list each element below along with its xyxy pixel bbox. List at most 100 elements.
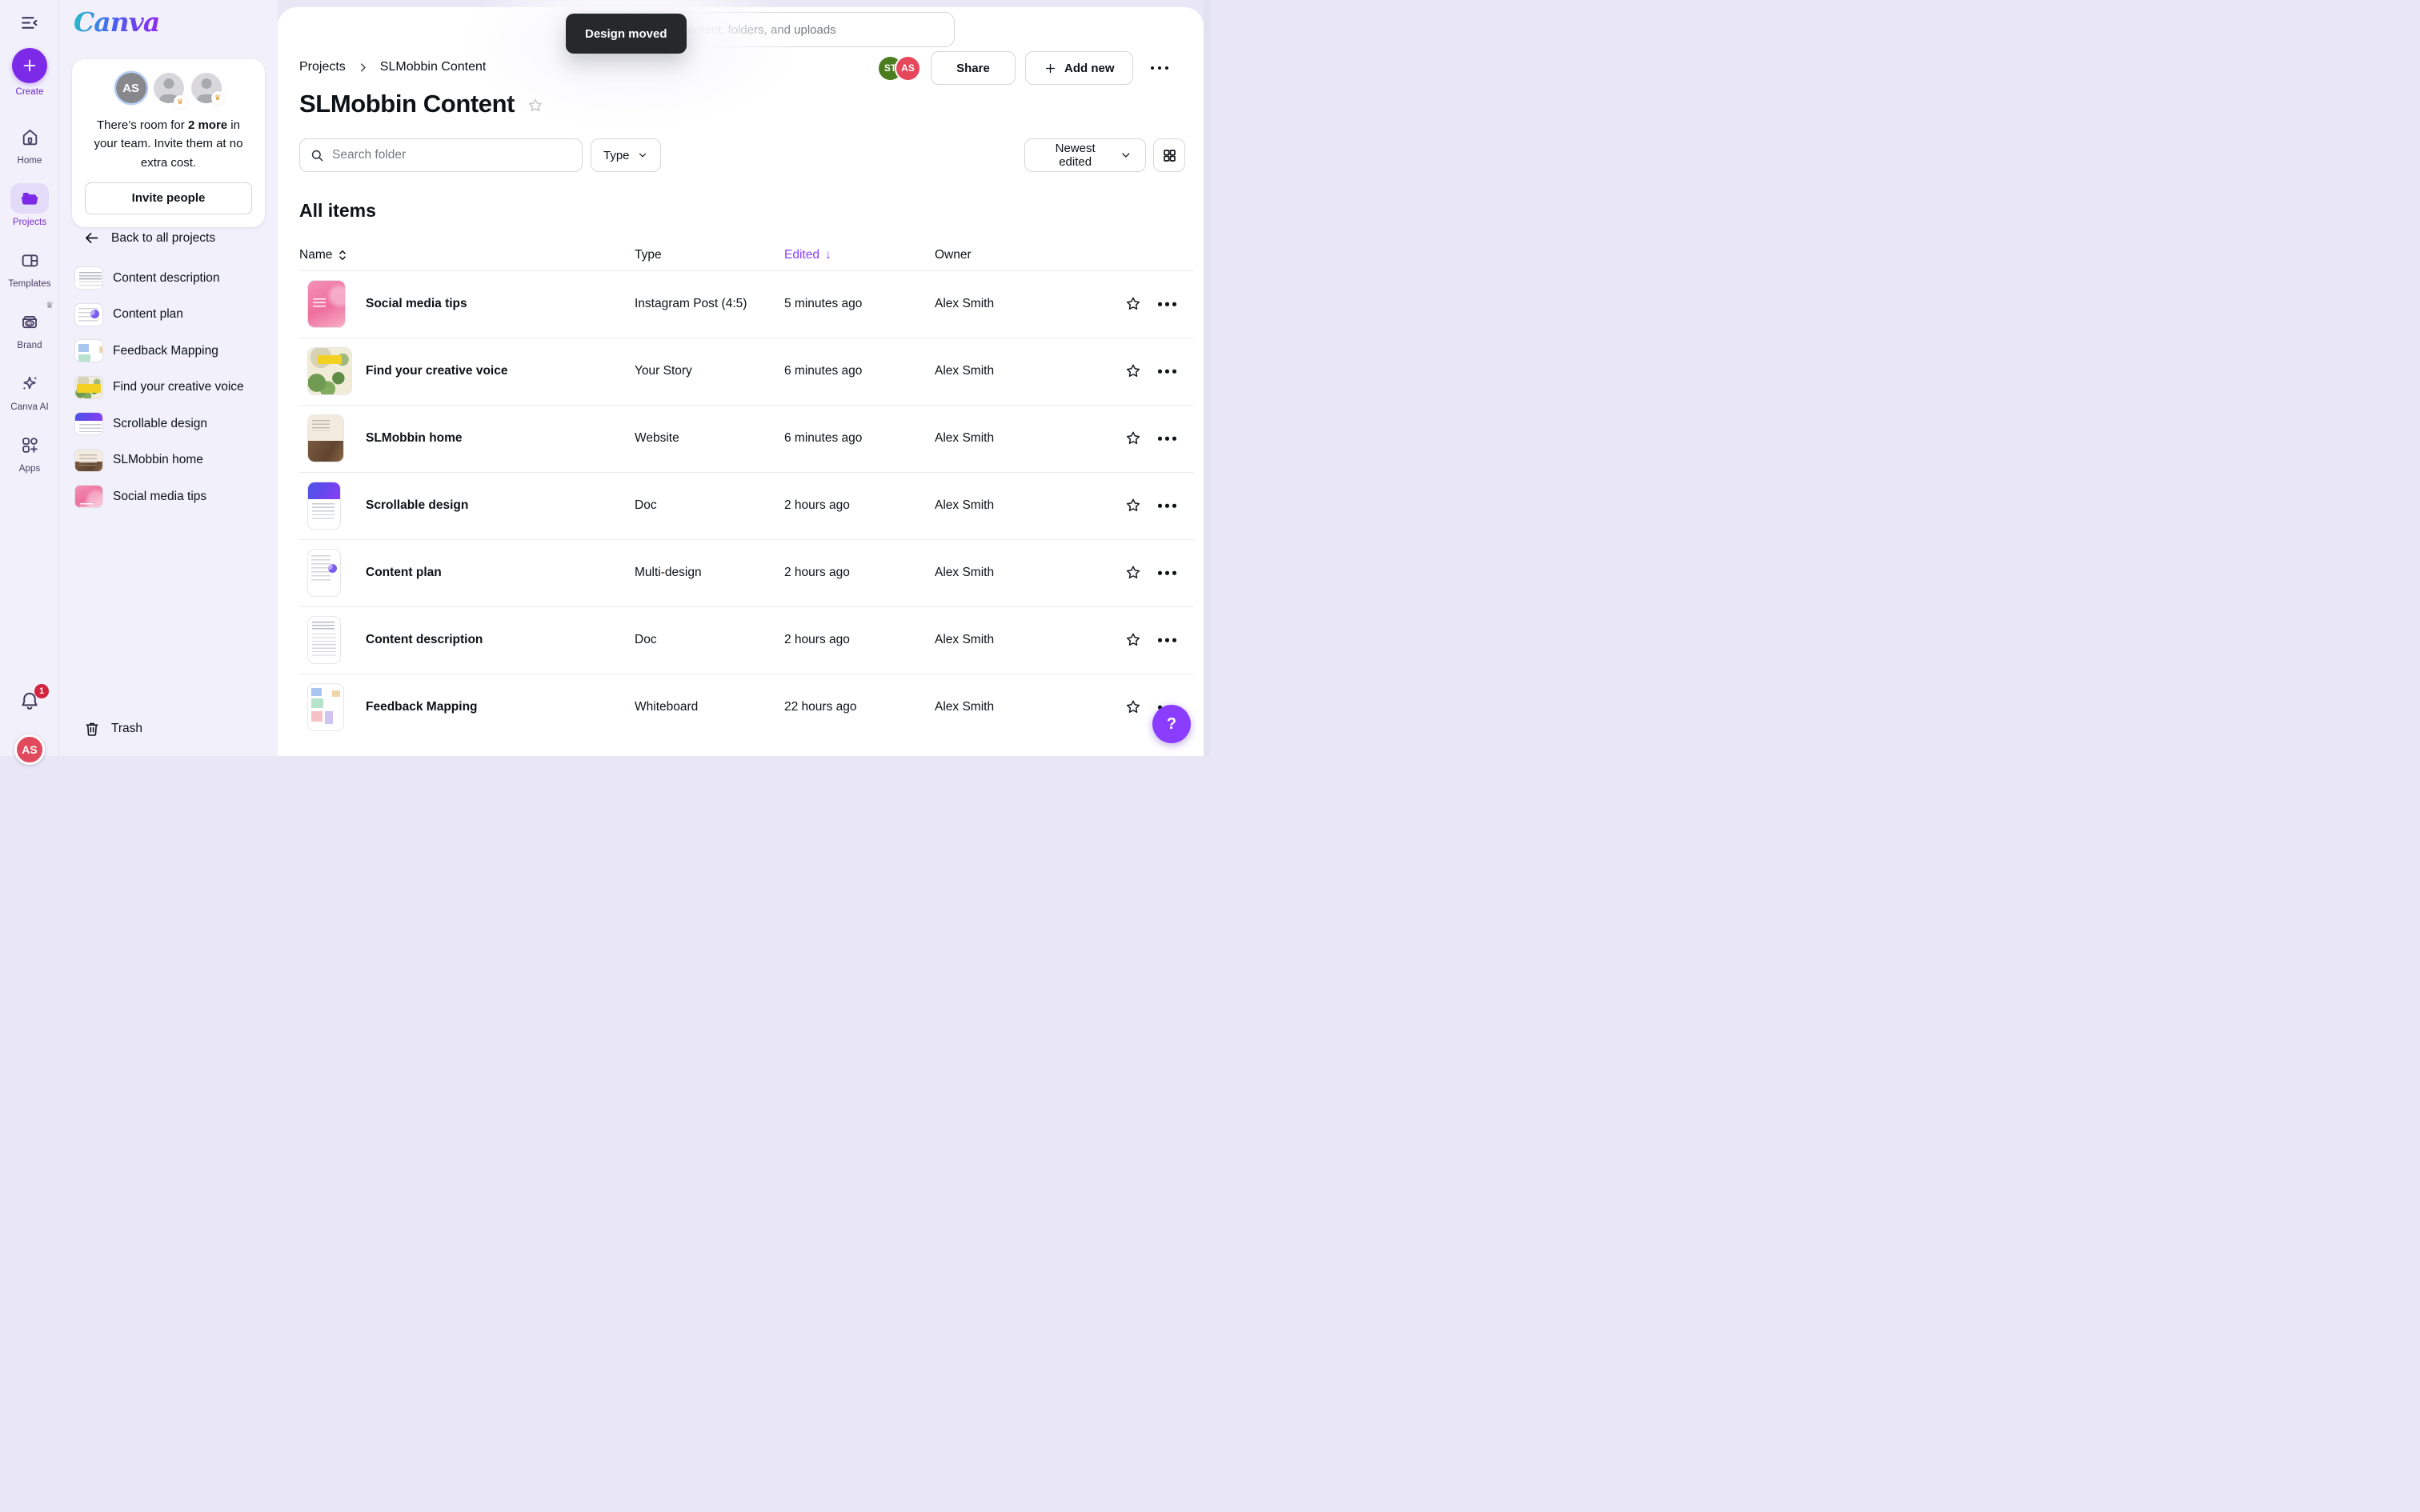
row-more-actions-button[interactable] xyxy=(1156,634,1178,647)
sidebar-item-projects[interactable]: Projects xyxy=(0,183,59,227)
cell-owner: Alex Smith xyxy=(935,633,995,646)
star-design-button[interactable] xyxy=(1121,426,1145,450)
star-design-button[interactable] xyxy=(1121,494,1145,518)
add-new-button[interactable]: Add new xyxy=(1025,51,1133,85)
help-button[interactable]: ? xyxy=(1152,705,1191,743)
row-more-actions-button[interactable] xyxy=(1156,566,1178,580)
table-row[interactable]: Social media tips Instagram Post (4:5) 5 m… xyxy=(278,270,1204,338)
design-thumbnail xyxy=(75,376,102,398)
row-more-actions-button[interactable] xyxy=(1156,432,1178,446)
avatar: ST xyxy=(879,56,902,80)
design-label: SLMobbin home xyxy=(113,453,203,467)
star-design-button[interactable] xyxy=(1121,695,1145,719)
invite-people-button[interactable]: Invite people xyxy=(85,182,252,214)
collapse-sidebar-icon[interactable] xyxy=(19,13,39,33)
sidebar-design-item[interactable]: Social media tips xyxy=(72,478,270,515)
cell-name: Content description xyxy=(366,633,483,646)
cell-name: Content plan xyxy=(366,566,442,579)
sidebar-item-home[interactable]: Home xyxy=(0,122,59,166)
cell-edited: 6 minutes ago xyxy=(784,364,863,378)
row-more-actions-button[interactable] xyxy=(1156,499,1178,513)
sidebar-item-brand[interactable]: ♛ co Brand xyxy=(0,301,59,350)
breadcrumb-projects[interactable]: Projects xyxy=(299,60,346,74)
trash-link[interactable]: Trash xyxy=(83,720,142,738)
row-more-actions-button[interactable] xyxy=(1156,365,1178,378)
star-design-button[interactable] xyxy=(1121,292,1145,316)
folder-search-input[interactable] xyxy=(332,148,572,162)
bell-icon: 1 xyxy=(18,684,49,712)
sidebar-item-label: Home xyxy=(17,156,42,166)
design-label: Scrollable design xyxy=(113,416,208,430)
table-row[interactable]: Find your creative voice Your Story 6 minu… xyxy=(278,338,1204,405)
trash-icon xyxy=(86,722,98,736)
chevron-right-icon xyxy=(357,62,369,74)
share-button[interactable]: Share xyxy=(931,51,1016,85)
crown-icon: ♛ xyxy=(210,91,225,105)
column-header-edited[interactable]: Edited ↓ xyxy=(784,248,831,262)
sidebar-design-item[interactable]: Content plan xyxy=(72,297,270,334)
cell-type: Your Story xyxy=(635,364,692,378)
brand-icon: ♛ co xyxy=(10,301,54,337)
sidebar-design-item[interactable]: Scrollable design xyxy=(72,406,270,442)
account-menu-button[interactable]: AS xyxy=(0,734,59,765)
sidebar-item-label: Apps xyxy=(18,464,41,474)
section-title: All items xyxy=(299,200,376,221)
sidebar-design-item[interactable]: Content description xyxy=(72,260,270,297)
plus-icon xyxy=(1045,63,1056,73)
main-content: Design moved Projects SLMobbin Content S… xyxy=(278,0,1204,756)
breadcrumb-current[interactable]: SLMobbin Content xyxy=(379,60,487,74)
back-link-label: Back to all projects xyxy=(111,230,216,245)
star-design-button[interactable] xyxy=(1121,628,1145,652)
invite-message: There’s room for 2 more in your team. In… xyxy=(94,118,243,170)
table-row[interactable]: SLMobbin home Website 6 minutes ago Alex Sm… xyxy=(278,405,1204,472)
folder-more-actions-button[interactable] xyxy=(1149,62,1171,75)
sidebar-item-canva-ai[interactable]: Canva AI xyxy=(0,368,59,412)
folder-design-list: Content description Content plan Feedback … xyxy=(72,260,270,515)
sidebar-item-apps[interactable]: Apps xyxy=(0,430,59,474)
column-label: Name xyxy=(299,248,333,262)
table-row[interactable]: Content description Doc 2 hours ago Alex Sm… xyxy=(278,606,1204,674)
templates-icon xyxy=(10,245,49,275)
design-thumbnail xyxy=(308,281,345,327)
cell-type: Whiteboard xyxy=(635,700,699,714)
design-thumbnail xyxy=(75,486,102,508)
chevron-down-icon xyxy=(1122,153,1130,158)
cell-edited: 2 hours ago xyxy=(784,498,850,512)
star-design-button[interactable] xyxy=(1121,359,1145,383)
sidebar-item-templates[interactable]: Templates xyxy=(0,245,59,289)
notifications-button[interactable]: 1 xyxy=(0,684,59,712)
star-folder-button[interactable] xyxy=(527,97,544,114)
grid-view-button[interactable] xyxy=(1153,138,1185,172)
cell-name: SLMobbin home xyxy=(366,431,463,445)
star-design-button[interactable] xyxy=(1121,561,1145,585)
team-invite-panel: AS ♛ ♛ There’s room for 2 more in your t… xyxy=(72,59,265,227)
table-row[interactable]: Content plan Multi-design 2 hours ago Alex … xyxy=(278,539,1204,606)
team-avatars: AS ♛ ♛ xyxy=(85,73,252,109)
column-header-type[interactable]: Type xyxy=(635,248,662,262)
cell-edited: 2 hours ago xyxy=(784,566,850,579)
table-row[interactable]: Scrollable design Doc 2 hours ago Alex Smit… xyxy=(278,472,1204,539)
column-header-name[interactable]: Name xyxy=(299,248,347,262)
sidebar-design-item[interactable]: Find your creative voice xyxy=(72,370,270,406)
sidebar-item-create[interactable]: Create xyxy=(0,48,59,97)
apps-grid-icon xyxy=(10,430,49,460)
member-avatars[interactable]: ST AS xyxy=(879,56,920,80)
cell-edited: 22 hours ago xyxy=(784,700,857,714)
nav-rail: Create Home Projects Templates ♛ xyxy=(0,0,59,765)
column-label: Type xyxy=(635,248,662,262)
back-to-all-projects-link[interactable]: Back to all projects xyxy=(83,230,215,246)
design-thumbnail xyxy=(75,449,102,471)
row-more-actions-button[interactable] xyxy=(1156,298,1178,311)
create-plus-icon xyxy=(12,48,47,83)
sidebar-item-label: Templates xyxy=(8,279,51,289)
sidebar-design-item[interactable]: SLMobbin home xyxy=(72,442,270,479)
type-filter-dropdown[interactable]: Type xyxy=(591,138,661,172)
column-header-owner[interactable]: Owner xyxy=(935,248,972,262)
canva-logo[interactable]: Canva xyxy=(74,6,160,38)
trash-label: Trash xyxy=(111,722,143,735)
sort-dropdown[interactable]: Newest edited xyxy=(1024,138,1146,172)
design-thumbnail xyxy=(308,348,351,394)
table-row[interactable]: Feedback Mapping Whiteboard 22 hours ago Al… xyxy=(278,674,1204,741)
folder-search-bar[interactable] xyxy=(299,138,583,172)
sidebar-design-item[interactable]: Feedback Mapping xyxy=(72,333,270,370)
